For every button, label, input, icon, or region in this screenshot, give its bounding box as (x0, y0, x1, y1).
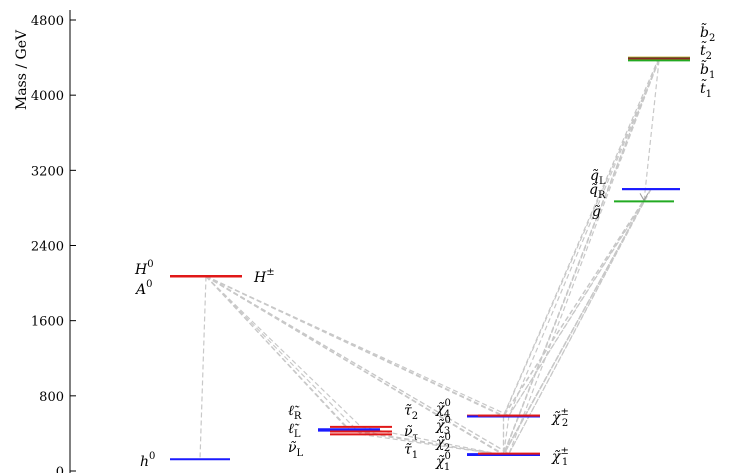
decay-line-t1-chi03 (502, 60, 660, 417)
particle-label-lL: ℓ̃L (288, 421, 301, 440)
decay-line-qL-chipm2 (508, 188, 652, 416)
particle-label-chi03: χ̃0 3 (435, 415, 451, 437)
particle-label-chipm1: χ̃± 1 (551, 446, 569, 468)
y-axis-title: Mass / GeV (14, 29, 30, 110)
particle-label-qL: q̃L (590, 168, 606, 187)
decay-line-Hpm-chi01 (205, 275, 504, 456)
decay-line-b1-chipm1 (508, 59, 660, 454)
decay-lines-layer (199, 57, 660, 460)
decay-line-Hpm-chipm1 (205, 275, 510, 455)
particle-label-gluino: g̃ (592, 204, 601, 220)
particle-label-H0: H0 (134, 259, 154, 278)
particle-label-lR: ℓ̃R (288, 403, 302, 422)
particle-label-t1: t̃1 (700, 78, 712, 100)
particle-label-h0: h0 (140, 451, 155, 470)
y-tick-label-2400: 2400 (31, 240, 64, 255)
decay-line-t1-gluino (643, 60, 660, 202)
decay-line-H0-h0 (199, 276, 207, 460)
decay-line-tau1-chi01 (360, 433, 504, 456)
decay-line-chipm2-chi01 (502, 415, 510, 456)
particle-label-chi01: χ̃0 1 (435, 451, 451, 473)
decay-line-t2-chi02 (502, 58, 660, 455)
particle-label-nutau: ν̃τ (404, 424, 419, 443)
particle-label-b1: b̃1 (700, 59, 715, 81)
decay-line-H0-tau2 (205, 276, 362, 428)
particle-label-tau2: τ̃2 (404, 403, 418, 422)
decay-line-t1-chipm2 (508, 60, 660, 416)
decay-line-H0-chi03 (205, 275, 504, 418)
particle-label-t2: t̃2 (700, 40, 712, 62)
particle-label-tau1: τ̃1 (404, 442, 418, 461)
y-tick-label-0: 0 (56, 465, 64, 473)
particle-label-nuL: ν̃L (288, 440, 304, 459)
decay-line-H0-tau1 (205, 276, 362, 435)
levels-layer (170, 56, 690, 461)
y-tick-label-4000: 4000 (31, 89, 64, 104)
y-axis: 0 800 1600 2400 3200 4000 4800 (31, 10, 76, 473)
decay-line-gluino-chi02 (502, 201, 645, 455)
decay-line-qL-chi04 (502, 188, 652, 416)
particle-label-qR: q̃R (589, 182, 606, 201)
particle-label-chi04: χ̃0 4 (435, 398, 451, 420)
particle-label-chipm2: χ̃± 2 (551, 407, 569, 429)
decay-line-Hpm-chi04 (205, 275, 504, 417)
y-tick-label-800: 800 (39, 390, 64, 405)
y-tick-label-1600: 1600 (31, 315, 64, 330)
particle-label-A0: A0 (134, 279, 153, 298)
particle-label-chi02: χ̃0 2 (435, 432, 451, 454)
y-tick-label-3200: 3200 (31, 164, 64, 179)
particle-label-b2: b̃2 (700, 22, 715, 44)
particle-label-Hpm: H± (253, 267, 275, 286)
decay-line-Hpm-nuL (205, 275, 350, 432)
decay-line-gluino-chipm2 (508, 201, 645, 416)
decay-line-b2-chi04 (502, 57, 660, 416)
y-tick-label-4800: 4800 (31, 14, 64, 29)
